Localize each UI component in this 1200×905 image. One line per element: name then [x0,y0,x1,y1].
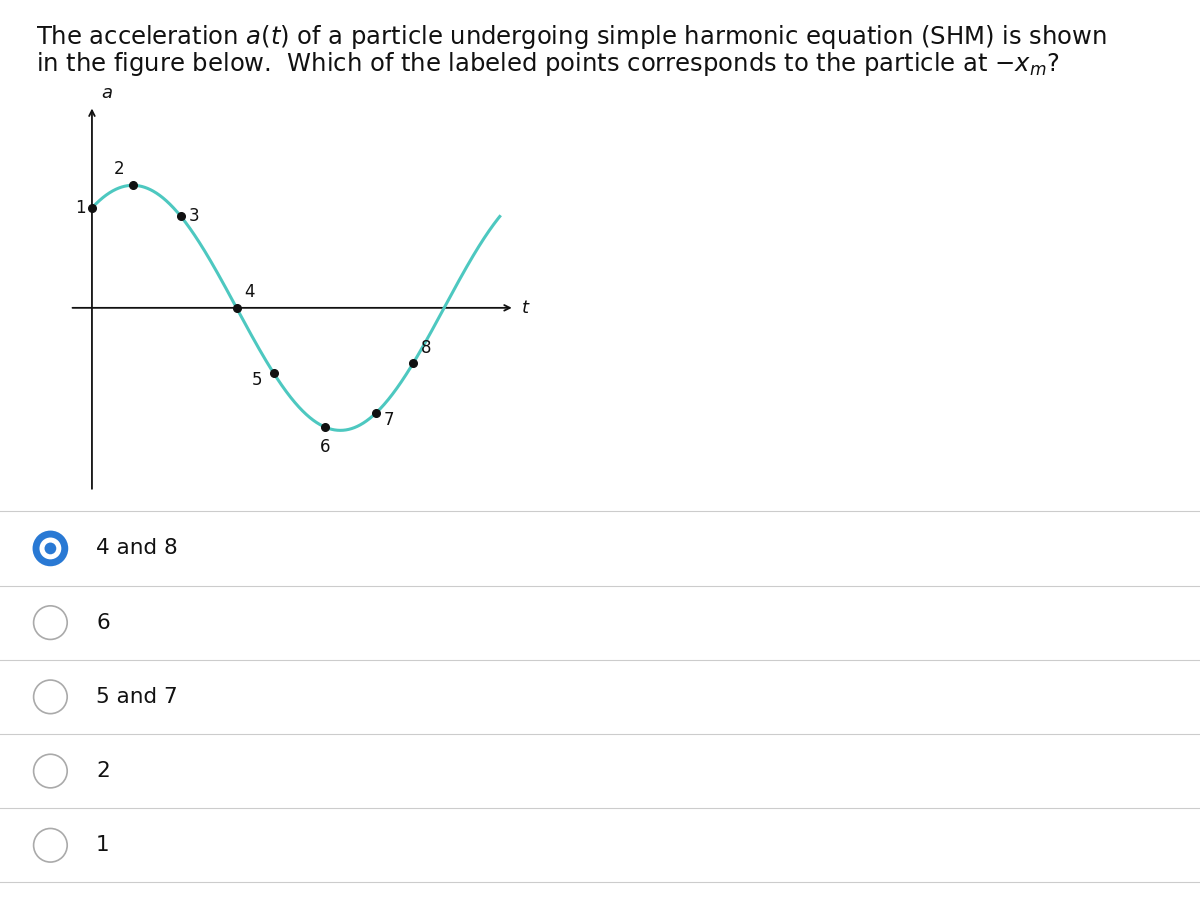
Text: 1: 1 [74,199,85,217]
Text: $t$: $t$ [521,299,530,317]
Text: 3: 3 [188,207,199,225]
Text: 6: 6 [96,613,109,633]
Text: $a$: $a$ [101,84,113,102]
Text: 5: 5 [252,371,263,389]
Text: 4 and 8: 4 and 8 [96,538,178,558]
Text: 5 and 7: 5 and 7 [96,687,178,707]
Text: in the figure below.  Which of the labeled points corresponds to the particle at: in the figure below. Which of the labele… [36,50,1060,78]
Text: 6: 6 [319,438,330,455]
Text: 2: 2 [114,160,125,178]
Text: 7: 7 [384,412,395,429]
Text: 1: 1 [96,835,109,855]
Text: 8: 8 [421,338,432,357]
Text: 2: 2 [96,761,109,781]
Text: 4: 4 [245,283,256,300]
Text: The acceleration $a(t)$ of a particle undergoing simple harmonic equation (SHM) : The acceleration $a(t)$ of a particle un… [36,23,1106,51]
